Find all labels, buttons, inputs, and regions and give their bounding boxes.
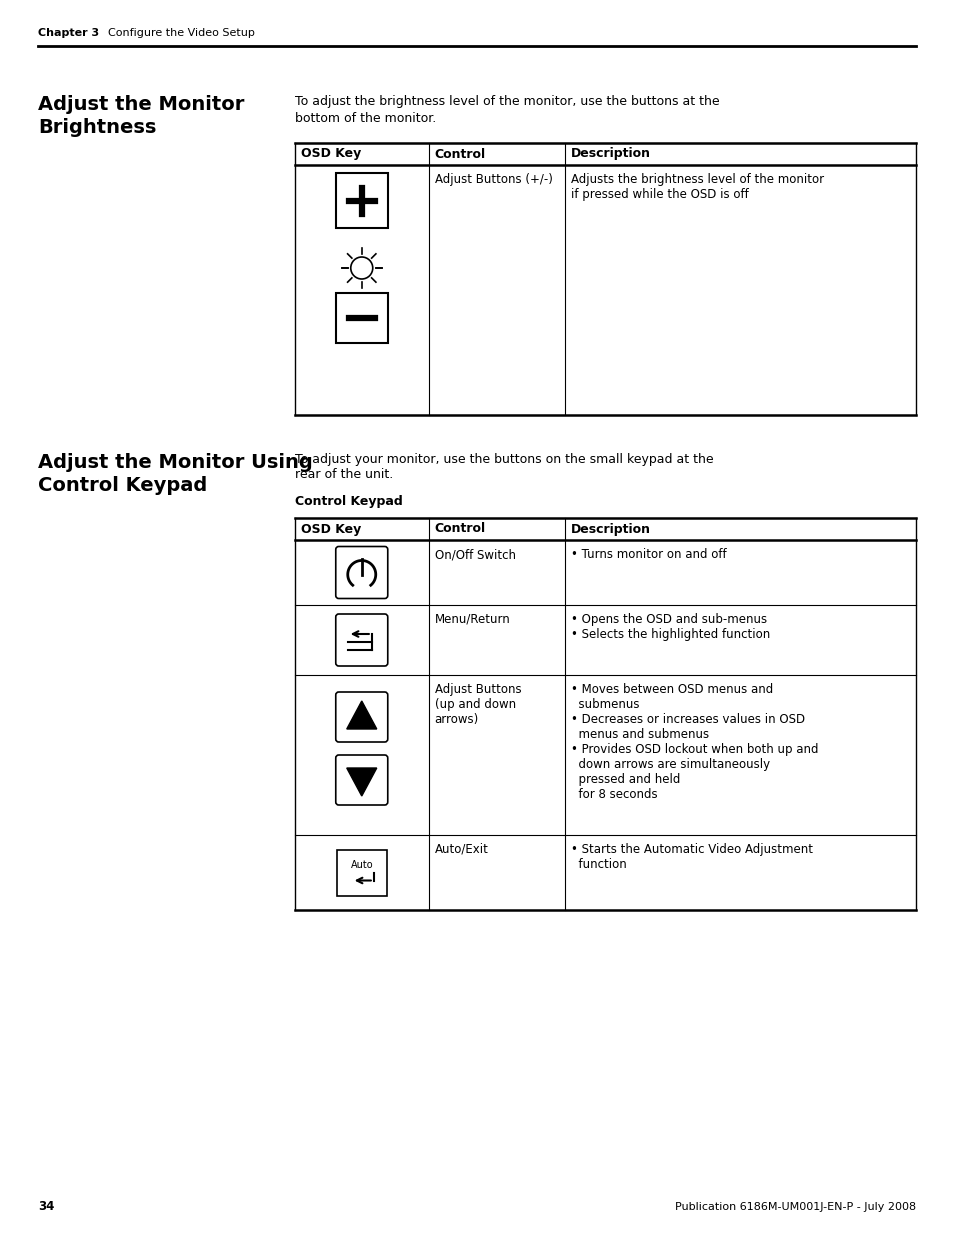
Text: Adjust Buttons
(up and down
arrows): Adjust Buttons (up and down arrows) bbox=[434, 683, 520, 726]
Text: Control Keypad: Control Keypad bbox=[294, 495, 402, 508]
Text: On/Off Switch: On/Off Switch bbox=[434, 548, 515, 561]
Text: To adjust your monitor, use the buttons on the small keypad at the: To adjust your monitor, use the buttons … bbox=[294, 453, 713, 466]
Text: • Opens the OSD and sub-menus
• Selects the highlighted function: • Opens the OSD and sub-menus • Selects … bbox=[571, 613, 770, 641]
Text: Publication 6186M-UM001J-EN-P - July 2008: Publication 6186M-UM001J-EN-P - July 200… bbox=[674, 1202, 915, 1212]
Text: Description: Description bbox=[571, 147, 651, 161]
Bar bbox=[335, 293, 387, 343]
Text: 34: 34 bbox=[38, 1200, 54, 1213]
Text: Control Keypad: Control Keypad bbox=[38, 475, 207, 495]
Text: Adjust Buttons (+/-): Adjust Buttons (+/-) bbox=[434, 173, 552, 186]
Text: Adjust the Monitor Using: Adjust the Monitor Using bbox=[38, 453, 313, 472]
Bar bbox=[335, 173, 387, 228]
Polygon shape bbox=[346, 768, 376, 797]
Text: Control: Control bbox=[434, 522, 485, 536]
Polygon shape bbox=[346, 701, 376, 729]
Text: Control: Control bbox=[434, 147, 485, 161]
Text: rear of the unit.: rear of the unit. bbox=[294, 468, 393, 480]
Text: Chapter 3: Chapter 3 bbox=[38, 28, 99, 38]
Text: OSD Key: OSD Key bbox=[301, 522, 361, 536]
Text: Menu/Return: Menu/Return bbox=[434, 613, 510, 626]
FancyBboxPatch shape bbox=[335, 692, 387, 742]
Bar bbox=[336, 850, 386, 895]
Circle shape bbox=[351, 257, 373, 279]
Text: Description: Description bbox=[571, 522, 651, 536]
Text: Auto/Exit: Auto/Exit bbox=[434, 844, 488, 856]
Text: • Moves between OSD menus and
  submenus
• Decreases or increases values in OSD
: • Moves between OSD menus and submenus •… bbox=[571, 683, 818, 802]
Text: OSD Key: OSD Key bbox=[301, 147, 361, 161]
Text: • Turns monitor on and off: • Turns monitor on and off bbox=[571, 548, 726, 561]
Text: To adjust the brightness level of the monitor, use the buttons at the: To adjust the brightness level of the mo… bbox=[294, 95, 719, 107]
Text: Auto: Auto bbox=[350, 860, 373, 869]
Text: Configure the Video Setup: Configure the Video Setup bbox=[108, 28, 254, 38]
Text: Adjusts the brightness level of the monitor
if pressed while the OSD is off: Adjusts the brightness level of the moni… bbox=[571, 173, 823, 201]
Text: • Starts the Automatic Video Adjustment
  function: • Starts the Automatic Video Adjustment … bbox=[571, 844, 812, 871]
Text: Adjust the Monitor: Adjust the Monitor bbox=[38, 95, 244, 114]
Text: bottom of the monitor.: bottom of the monitor. bbox=[294, 112, 436, 125]
FancyBboxPatch shape bbox=[335, 614, 387, 666]
Text: Brightness: Brightness bbox=[38, 119, 156, 137]
FancyBboxPatch shape bbox=[335, 755, 387, 805]
FancyBboxPatch shape bbox=[335, 547, 387, 599]
